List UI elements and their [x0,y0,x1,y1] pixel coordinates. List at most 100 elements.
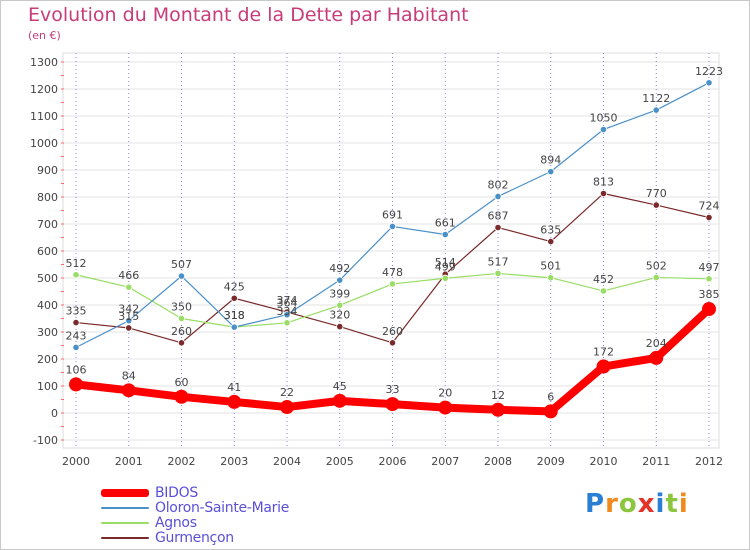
data-label-bidos: 385 [699,288,720,301]
y-tick-label: 800 [37,191,58,204]
data-point-oloron-sainte-marie [230,323,238,331]
data-label-agnos: 318 [224,309,245,322]
data-label-agnos: 497 [699,261,720,274]
legend-swatch-gurmencon [101,536,149,539]
data-label-oloron-sainte-marie: 691 [382,208,403,221]
y-tick-label: 900 [37,164,58,177]
data-point-bidos [121,383,136,398]
data-point-bidos [702,302,716,317]
proxiti-logo: Proxiti [585,489,689,519]
data-point-gurmencon [652,201,660,209]
data-point-bidos [491,402,505,417]
data-point-gurmencon [705,213,713,222]
data-label-gurmencon: 374 [277,294,298,307]
legend-label-oloron-sainte-marie: Oloron-Sainte-Marie [155,499,290,516]
data-label-oloron-sainte-marie: 492 [329,262,350,275]
data-label-oloron-sainte-marie: 802 [488,178,509,191]
data-point-gurmencon [72,318,80,327]
legend-swatch-agnos [101,521,149,524]
data-label-oloron-sainte-marie: 1223 [695,65,723,78]
x-tick-label: 2000 [62,455,90,468]
logo-letter: i [678,489,689,519]
data-point-bidos [438,400,453,415]
data-label-agnos: 452 [593,273,614,286]
chart-subtitle: (en €) [28,29,61,42]
x-tick-label: 2011 [642,455,670,468]
data-label-gurmencon: 315 [118,310,139,323]
data-label-oloron-sainte-marie: 318 [224,309,245,322]
data-label-agnos: 512 [66,257,87,270]
data-point-gurmencon [547,237,555,246]
data-label-agnos: 499 [435,260,456,273]
data-label-oloron-sainte-marie: 507 [171,258,192,271]
data-label-gurmencon: 687 [488,210,509,223]
data-label-gurmencon: 635 [540,224,561,237]
y-tick-label: 200 [37,353,58,366]
legend-label-bidos: BIDOS [155,484,198,501]
legend-swatch-bidos [101,488,149,497]
data-label-agnos: 517 [488,255,509,268]
data-label-bidos: 204 [646,337,667,350]
legend-item-oloron-sainte-marie: Oloron-Sainte-Marie [101,499,290,516]
data-point-oloron-sainte-marie [72,343,80,351]
data-label-bidos: 106 [66,363,87,376]
data-point-agnos [177,314,186,323]
legend-label-agnos: Agnos [155,514,197,531]
data-label-oloron-sainte-marie: 342 [118,303,139,316]
data-label-bidos: 45 [333,380,347,393]
data-label-bidos: 60 [175,376,189,389]
y-tick-label: 100 [37,380,58,393]
data-label-bidos: 22 [280,386,294,399]
data-point-oloron-sainte-marie [177,272,186,280]
data-point-oloron-sainte-marie [547,168,555,176]
data-label-gurmencon: 514 [435,256,456,269]
data-label-bidos: 12 [491,389,505,402]
data-point-bidos [385,397,400,412]
data-point-agnos [599,287,608,295]
data-label-gurmencon: 724 [699,200,720,213]
data-point-agnos [652,273,660,282]
data-point-bidos [174,389,189,404]
data-label-gurmencon: 260 [382,325,403,338]
data-point-agnos [494,269,502,278]
data-label-gurmencon: 260 [171,325,192,338]
data-point-oloron-sainte-marie [125,317,133,325]
data-label-oloron-sainte-marie: 1122 [642,92,670,105]
x-tick-label: 2007 [431,455,459,468]
x-tick-label: 2003 [220,455,248,468]
data-label-agnos: 350 [171,301,192,314]
data-point-agnos [283,319,291,327]
data-point-agnos [388,280,397,288]
data-label-gurmencon: 813 [593,175,614,188]
data-label-bidos: 41 [227,381,241,394]
x-tick-label: 2010 [590,455,618,468]
data-label-oloron-sainte-marie: 364 [277,297,298,310]
data-label-gurmencon: 335 [66,305,87,318]
data-label-bidos: 20 [438,387,452,400]
y-tick-label: 500 [37,272,58,285]
data-point-gurmencon [494,223,502,232]
data-point-bidos [332,393,347,408]
x-tick-label: 2002 [168,455,196,468]
legend-swatch-oloron-sainte-marie [101,506,149,509]
data-point-oloron-sainte-marie [336,276,344,284]
y-tick-label: -100 [33,434,58,447]
x-tick-label: 2012 [695,455,723,468]
data-label-gurmencon: 320 [329,309,350,322]
y-tick-label: 1100 [30,110,58,123]
data-label-agnos: 334 [277,305,298,318]
data-point-oloron-sainte-marie [388,222,397,231]
x-tick-label: 2004 [273,455,301,468]
data-point-oloron-sainte-marie [705,79,713,87]
data-point-gurmencon [388,339,397,347]
data-point-agnos [72,271,80,279]
x-tick-label: 2001 [115,455,143,468]
data-label-agnos: 466 [118,269,139,282]
data-label-oloron-sainte-marie: 661 [435,217,456,230]
legend-label-gurmencon: Gurmençon [155,529,234,546]
y-tick-label: 400 [37,299,58,312]
logo-letter: P [585,489,606,519]
logo-letter: t [665,489,679,519]
data-point-gurmencon [177,339,186,347]
